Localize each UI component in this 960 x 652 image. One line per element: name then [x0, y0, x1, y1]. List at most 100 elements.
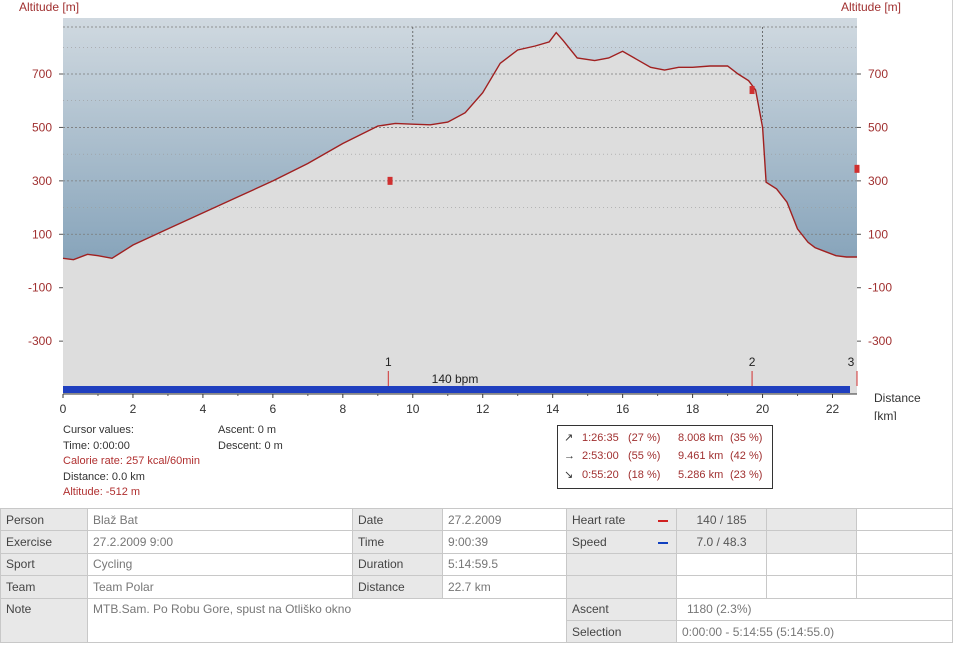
- empty-cell: [856, 507, 953, 532]
- y-tick-label: -100: [868, 281, 892, 295]
- x-tick-label: 2: [130, 402, 137, 416]
- empty-cell: [766, 507, 857, 532]
- empty-cell: [676, 552, 767, 577]
- slope-row-up: ↗ 1:26:35 (27 %) 8.008 km (35 %): [558, 430, 772, 446]
- arrow-up-right-icon: ↗: [564, 432, 574, 444]
- x-tick-label: 8: [339, 402, 346, 416]
- sport-value[interactable]: Cycling: [87, 552, 353, 577]
- heart-rate-label-text: Heart rate: [572, 512, 626, 527]
- x-tick-label: 14: [546, 402, 560, 416]
- cursor-time: Time: 0:00:00: [63, 439, 130, 452]
- cursor-altitude: Altitude: -512 m: [63, 486, 141, 498]
- speed-value-text: 7.0 / 48.3: [696, 535, 747, 550]
- exercise-value[interactable]: 27.2.2009 9:00: [87, 530, 353, 554]
- team-label: Team: [0, 575, 88, 599]
- table-row: Exercise 27.2.2009 9:00 Time 9:00:39 Spe…: [0, 530, 953, 554]
- slope-distance-percent: (42 %): [730, 450, 763, 462]
- lap-markers: 1 2 3: [385, 355, 858, 386]
- cursor-calorie: Calorie rate: 257 kcal/60min: [63, 455, 200, 467]
- slope-time-percent: (18 %): [628, 469, 661, 481]
- exercise-label: Exercise: [0, 530, 88, 554]
- x-axis-title: Distance: [874, 391, 921, 405]
- x-tick-label: 10: [406, 402, 420, 416]
- slope-time: 0:55:20: [582, 469, 619, 481]
- date-label: Date: [352, 507, 443, 532]
- time-value[interactable]: 9:00:39: [442, 530, 567, 554]
- cursor-title: Cursor values:: [63, 424, 134, 436]
- grid-lines: [63, 26, 857, 235]
- x-tick-label: 20: [756, 402, 770, 416]
- y-tick-label: 700: [32, 67, 52, 81]
- empty-cell: [766, 575, 857, 599]
- lap-label: 3: [848, 355, 855, 369]
- empty-cell: [566, 575, 677, 599]
- y-tick-label: 300: [868, 174, 888, 188]
- empty-cell: [766, 552, 857, 577]
- ascent-value: 1180 (2.3%): [676, 597, 953, 621]
- empty-cell: [676, 575, 767, 599]
- selection-value: 0:00:00 - 5:14:55 (5:14:55.0): [676, 619, 953, 644]
- empty-cell: [856, 552, 953, 577]
- distance-value[interactable]: 22.7 km: [442, 575, 567, 599]
- table-row: Note MTB.Sam. Po Robu Gore, spust na Otl…: [0, 597, 953, 644]
- x-tick-label: 18: [686, 402, 700, 416]
- person-label: Person: [0, 507, 88, 532]
- heart-rate-value: 140 / 185: [676, 507, 767, 532]
- y-tick-label: 300: [32, 174, 52, 188]
- y-axis-right-title: Altitude [m]: [841, 0, 901, 14]
- heart-rate-markers: [387, 86, 860, 185]
- speed-legend-icon: [658, 541, 668, 544]
- slope-time-percent: (27 %): [628, 432, 661, 444]
- date-value[interactable]: 27.2.2009: [442, 507, 567, 532]
- y-tick-label: 500: [868, 120, 888, 134]
- y-axis-left-title: Altitude [m]: [19, 0, 79, 14]
- empty-cell: [766, 530, 857, 554]
- slope-distance-percent: (23 %): [730, 469, 763, 481]
- y-tick-label: 100: [868, 227, 888, 241]
- cursor-descent: Descent: 0 m: [218, 439, 283, 452]
- slope-distance: 9.461 km: [678, 450, 724, 462]
- speed-label-text: Speed: [572, 535, 607, 550]
- selection-label: Selection: [566, 619, 677, 644]
- team-value[interactable]: Team Polar: [87, 575, 353, 599]
- arrow-down-right-icon: ↘: [564, 469, 574, 481]
- time-label: Time: [352, 530, 443, 554]
- y-axis-right: 700 500 300 100 -100 -300: [857, 67, 892, 348]
- table-row: Selection 0:00:00 - 5:14:55 (5:14:55.0): [1, 619, 953, 644]
- x-tick-label: 0: [60, 402, 67, 416]
- distance-label: Distance: [352, 575, 443, 599]
- note-label: Note: [0, 597, 88, 644]
- slope-distance-percent: (35 %): [730, 432, 763, 444]
- cursor-distance: Distance: 0.0 km: [63, 470, 145, 483]
- slope-time: 2:53:00: [582, 450, 619, 462]
- y-tick-label: -300: [868, 334, 892, 348]
- sport-label: Sport: [0, 552, 88, 577]
- person-value[interactable]: Blaž Bat: [87, 507, 353, 532]
- exercise-info-table: Person Blaž Bat Date 27.2.2009 Heart rat…: [0, 507, 953, 644]
- altitude-area-fill: [63, 32, 857, 394]
- y-tick-label: 100: [32, 227, 52, 241]
- frame-border: [952, 0, 953, 508]
- y-tick-label: 700: [868, 67, 888, 81]
- slope-row-down: ↘ 0:55:20 (18 %) 5.286 km (23 %): [558, 467, 772, 483]
- ascent-label: Ascent: [566, 597, 677, 621]
- altitude-line: [62, 31, 857, 261]
- slope-time-percent: (55 %): [628, 450, 661, 462]
- heart-rate-legend-icon: [658, 519, 668, 522]
- heart-rate-bar-label: 140 bpm: [432, 372, 479, 386]
- slope-row-flat: → 2:53:00 (55 %) 9.461 km (42 %): [558, 448, 772, 464]
- note-value[interactable]: MTB.Sam. Po Robu Gore, spust na Otliško …: [87, 597, 567, 644]
- empty-cell: [856, 530, 953, 554]
- duration-label: Duration: [352, 552, 443, 577]
- slope-summary-box: ↗ 1:26:35 (27 %) 8.008 km (35 %) → 2:53:…: [557, 425, 773, 489]
- duration-value[interactable]: 5:14:59.5: [442, 552, 567, 577]
- x-tick-label: 22: [826, 402, 840, 416]
- y-axis-left: 700 500 300 100 -100 -300: [28, 67, 63, 348]
- x-tick-label: 16: [616, 402, 630, 416]
- empty-cell: [856, 575, 953, 599]
- x-axis: 0 2 4 6 8 10 12 14 16 18 20 22: [60, 394, 840, 416]
- cursor-ascent-values: Ascent: 0 m Descent: 0 m: [218, 423, 283, 454]
- table-row: Sport Cycling Duration 5:14:59.5: [0, 552, 953, 577]
- hr-marker: [854, 164, 860, 173]
